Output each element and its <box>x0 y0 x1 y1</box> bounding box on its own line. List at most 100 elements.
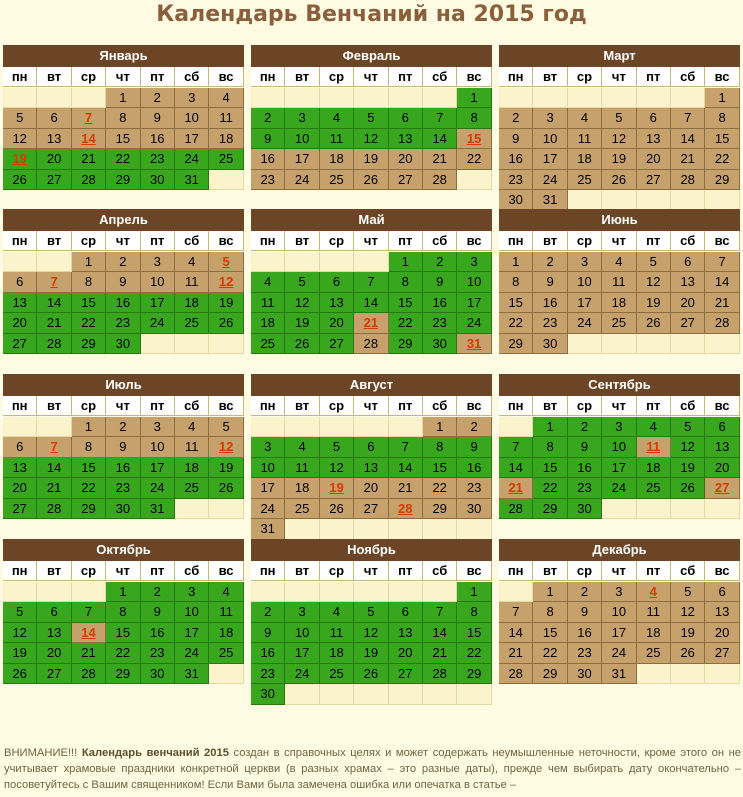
weekday-label: вт <box>285 561 320 581</box>
month-1: Январь пн вт ср чт пт сб вс 1 2 3 4 5 6 7 8 9 10 11 12 13 14 1… <box>3 45 244 207</box>
day-cell: 24 <box>285 169 320 190</box>
month-grid: пн вт ср чт пт сб вс 1 2 3 4 5 6 7 8 9 10 11 12 13 14 15 16 17 1… <box>499 67 740 211</box>
day-cell: 26 <box>354 169 389 190</box>
day-cell: 19 <box>3 149 38 170</box>
weekday-label: сб <box>175 67 210 87</box>
weekday-label: ср <box>71 67 107 87</box>
day-cell: 17 <box>175 128 210 149</box>
empty-cell <box>636 333 671 354</box>
weekday-label: чт <box>106 231 141 251</box>
day-cell: 25 <box>251 333 286 354</box>
day-cell: 30 <box>499 190 534 211</box>
empty-cell <box>175 333 210 354</box>
day-cell: 24 <box>602 643 637 664</box>
day-cell: 21 <box>71 643 107 664</box>
weekday-label: ср <box>567 231 603 251</box>
day-cell: 2 <box>106 416 141 437</box>
day-cell: 19 <box>209 292 244 313</box>
day-cell: 24 <box>175 643 210 664</box>
day-cell: 15 <box>499 292 534 313</box>
day-cell: 18 <box>175 457 210 478</box>
day-cell: 2 <box>567 581 603 602</box>
day-cell: 20 <box>37 643 72 664</box>
day-cell: 3 <box>457 251 492 272</box>
day-cell: 15 <box>457 622 492 643</box>
weekday-label: чт <box>602 231 637 251</box>
month-title: Июль <box>3 374 244 396</box>
day-cell: 7 <box>423 108 458 129</box>
day-cell: 6 <box>705 581 740 602</box>
empty-cell <box>533 87 568 108</box>
empty-cell <box>423 581 458 602</box>
day-cell: 20 <box>671 292 706 313</box>
day-cell: 3 <box>140 251 175 272</box>
empty-cell <box>602 498 637 519</box>
day-cell: 21 <box>423 643 458 664</box>
day-cell: 18 <box>636 457 671 478</box>
empty-cell <box>388 416 423 437</box>
weekday-label: чт <box>602 396 637 416</box>
day-cell: 13 <box>705 602 740 623</box>
day-cell: 28 <box>705 313 740 334</box>
day-cell: 8 <box>71 437 107 458</box>
weekday-label: пн <box>251 561 286 581</box>
month-title: Октябрь <box>3 539 244 561</box>
day-cell: 8 <box>71 272 107 293</box>
empty-cell <box>319 416 355 437</box>
day-cell: 22 <box>388 313 423 334</box>
day-cell: 7 <box>37 272 72 293</box>
day-cell: 11 <box>319 622 355 643</box>
day-cell: 17 <box>251 478 286 499</box>
day-cell: 11 <box>175 272 210 293</box>
empty-cell <box>705 663 740 684</box>
weekday-label: пт <box>636 67 671 87</box>
day-cell: 8 <box>388 272 423 293</box>
day-cell: 27 <box>705 643 740 664</box>
month-3: Март пн вт ср чт пт сб вс 1 2 3 4 5 6 7 8 9 10 11 12 13 14 15 1… <box>499 45 740 211</box>
day-cell: 6 <box>636 108 671 129</box>
empty-cell <box>457 519 492 540</box>
empty-cell <box>354 87 389 108</box>
day-cell: 5 <box>671 581 706 602</box>
day-cell: 9 <box>533 272 568 293</box>
day-cell: 28 <box>37 333 72 354</box>
day-cell: 15 <box>533 622 568 643</box>
month-grid: пн вт ср чт пт сб вс 1 2 3 4 5 6 7 8 9 10 11 12 13 14 15 16 17 1… <box>251 396 492 540</box>
weekday-label: сб <box>671 67 706 87</box>
day-cell: 20 <box>636 149 671 170</box>
weekday-label: вт <box>285 396 320 416</box>
day-cell: 26 <box>602 169 637 190</box>
day-cell: 23 <box>567 478 603 499</box>
day-cell: 15 <box>705 128 740 149</box>
day-cell: 22 <box>457 149 492 170</box>
day-cell: 3 <box>567 251 603 272</box>
day-cell: 22 <box>533 478 568 499</box>
weekday-label: сб <box>175 561 210 581</box>
month-grid: пн вт ср чт пт сб вс 1 2 3 4 5 6 7 8 9 10 11 12 13 14 15 16 17 1… <box>251 561 492 705</box>
note-bold: Календарь венчаний 2015 <box>81 747 229 759</box>
day-cell: 27 <box>354 498 389 519</box>
day-cell: 12 <box>285 292 320 313</box>
day-cell: 27 <box>3 333 38 354</box>
empty-cell <box>354 684 389 705</box>
empty-cell <box>37 416 72 437</box>
day-cell: 13 <box>354 457 389 478</box>
weekday-label: вс <box>457 67 492 87</box>
day-cell: 1 <box>71 251 107 272</box>
empty-cell <box>636 190 671 211</box>
empty-cell <box>567 190 603 211</box>
empty-cell <box>567 87 603 108</box>
weekday-label: пн <box>251 396 286 416</box>
month-title: Май <box>251 209 492 231</box>
day-cell: 8 <box>705 108 740 129</box>
day-cell: 14 <box>423 622 458 643</box>
day-cell: 21 <box>423 149 458 170</box>
day-cell: 3 <box>175 87 210 108</box>
day-cell: 30 <box>457 498 492 519</box>
empty-cell <box>285 416 320 437</box>
day-cell: 8 <box>423 437 458 458</box>
empty-cell <box>354 251 389 272</box>
day-cell: 5 <box>354 108 389 129</box>
weekday-label: пт <box>636 561 671 581</box>
day-cell: 6 <box>37 108 72 129</box>
